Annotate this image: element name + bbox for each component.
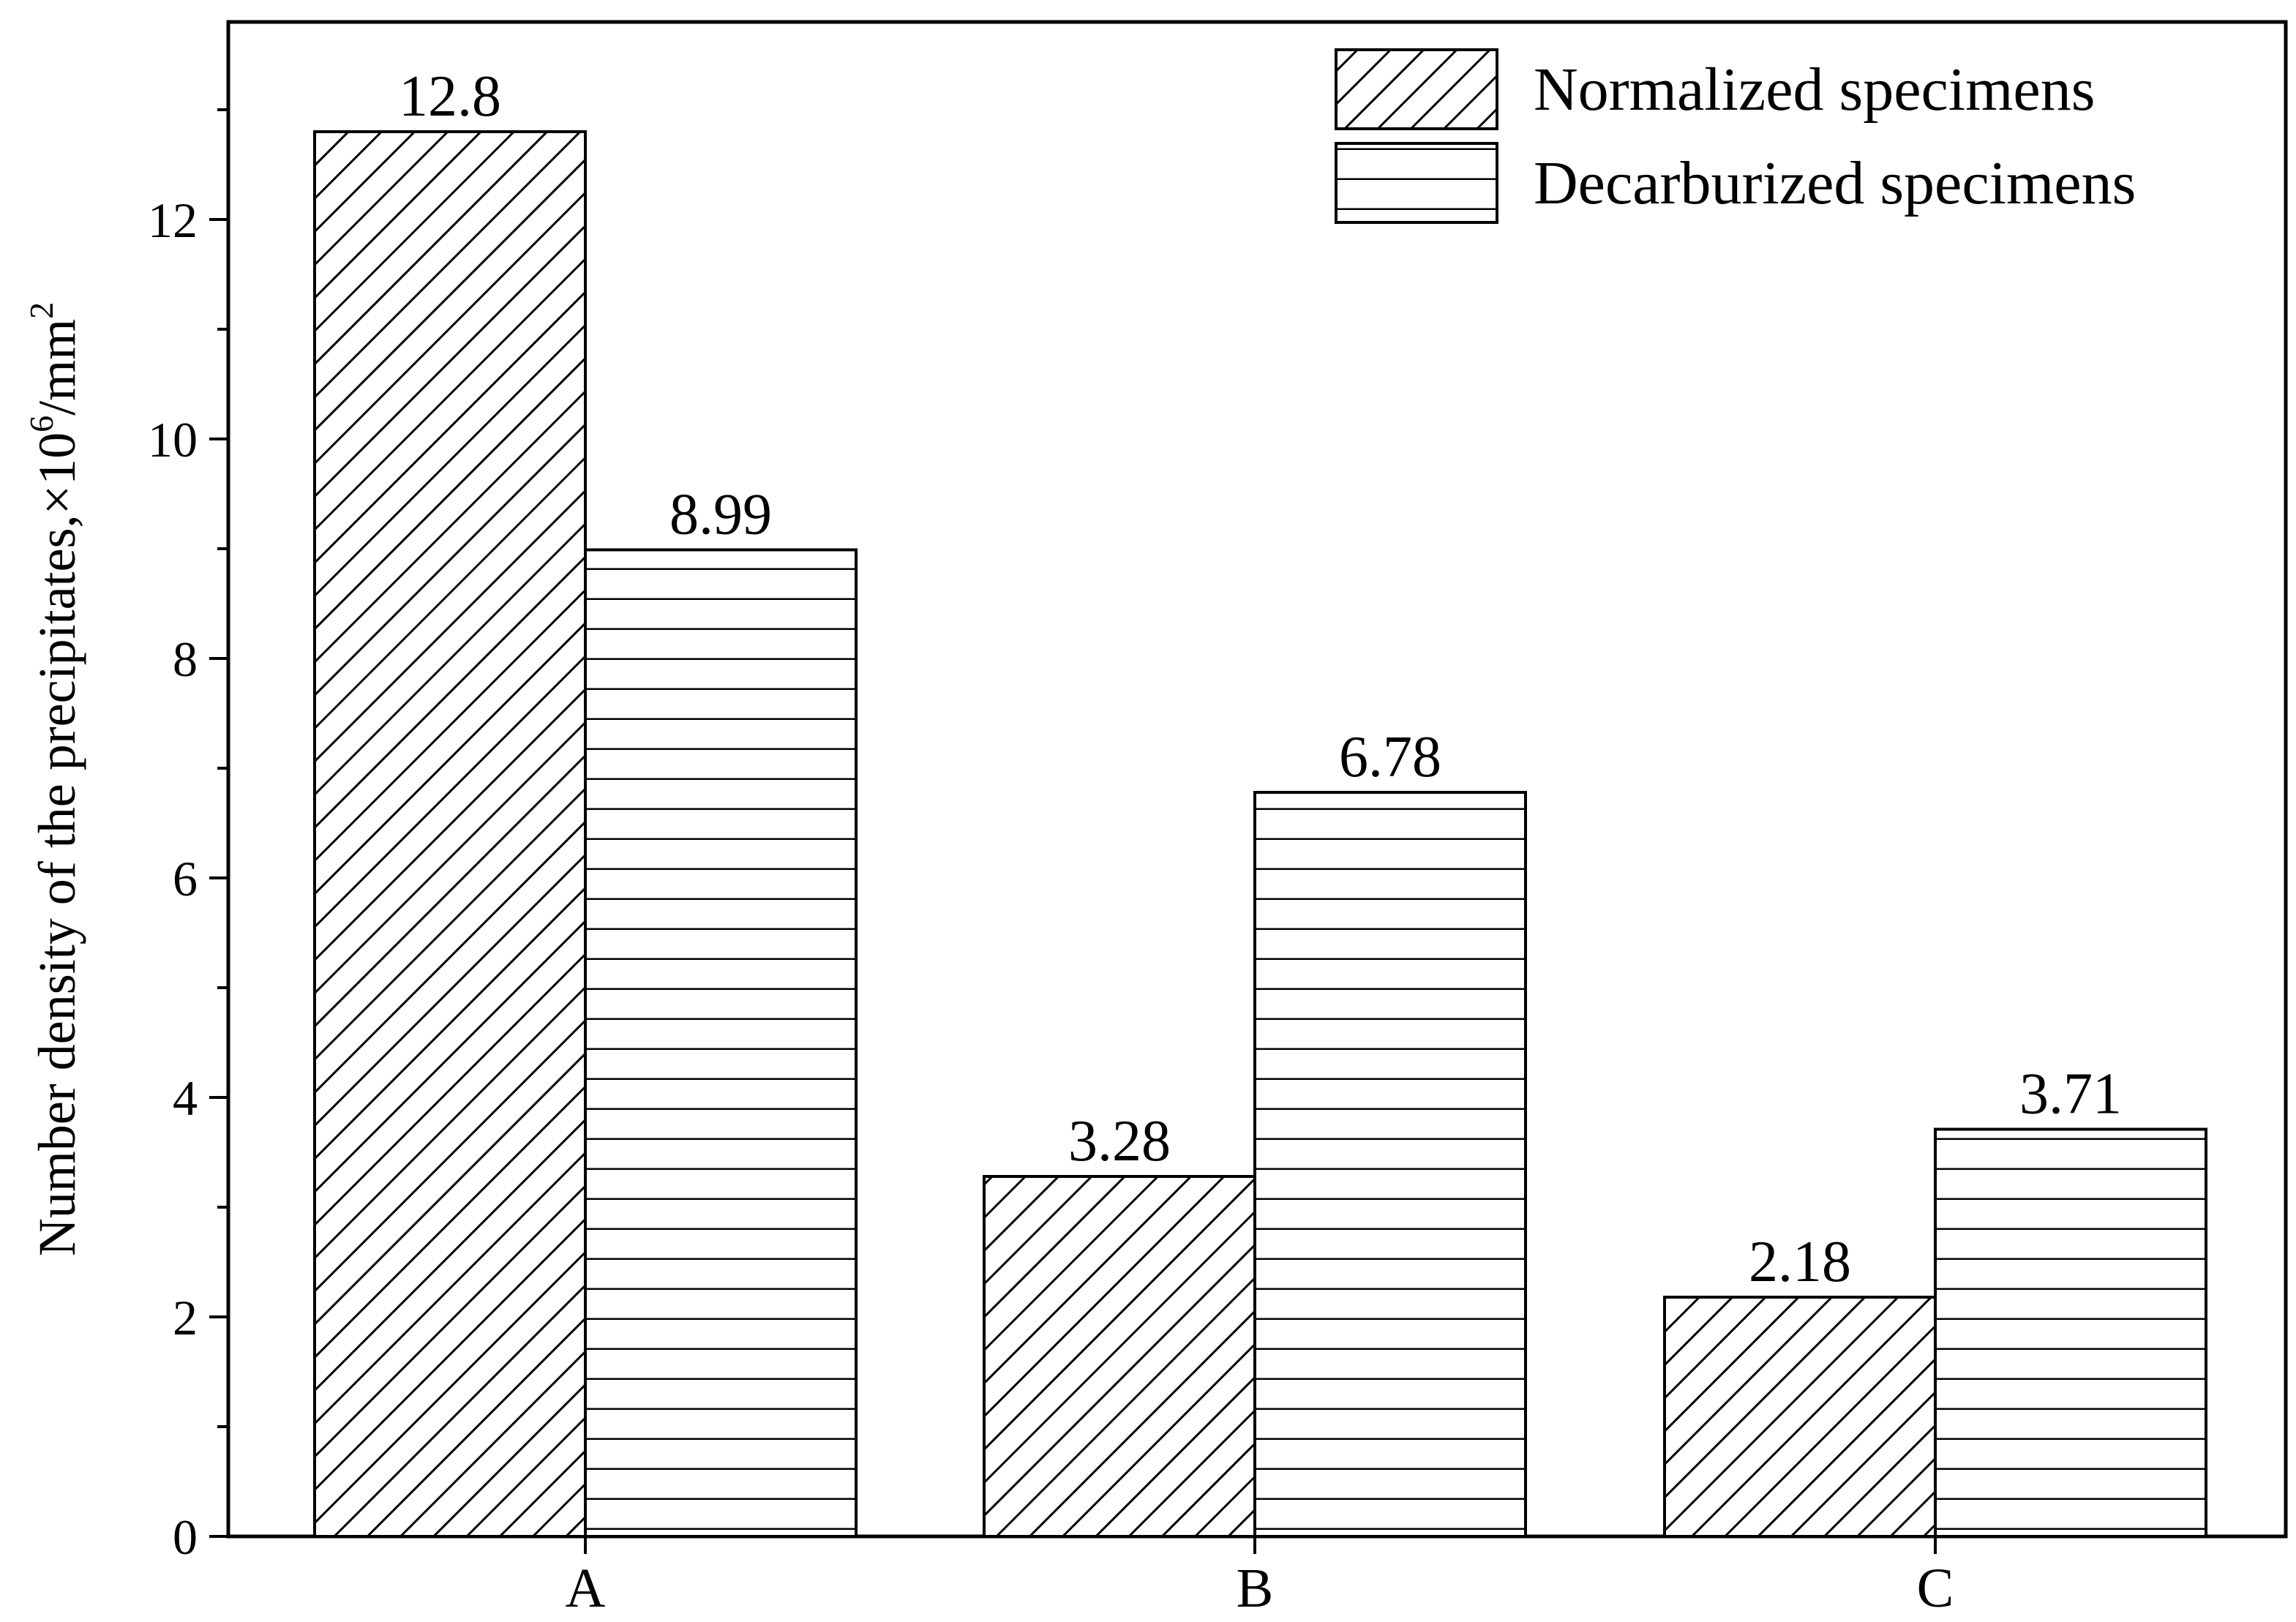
y-tick-label: 2 bbox=[173, 1290, 198, 1345]
x-axis-categories: A B C bbox=[566, 1536, 1954, 1619]
legend-swatch-series-1 bbox=[1335, 48, 1498, 130]
x-category-label-A: A bbox=[566, 1558, 606, 1619]
y-axis-title-sup1: 6 bbox=[23, 416, 60, 432]
y-tick-label: 12 bbox=[148, 192, 198, 248]
y-tick-label: 6 bbox=[173, 851, 198, 906]
data-label-B-series-2: 6.78 bbox=[1339, 725, 1441, 789]
bar-B-series-2 bbox=[1253, 791, 1527, 1538]
data-label-C-series-2: 3.71 bbox=[2019, 1062, 2122, 1127]
y-axis-title-unit: /mm bbox=[28, 319, 86, 416]
x-category-label-B: B bbox=[1237, 1558, 1274, 1619]
legend-label-series-1: Normalized specimens bbox=[1534, 56, 2095, 124]
legend: Normalized specimens Decarburized specime… bbox=[1335, 48, 2136, 224]
bar-A-series-2 bbox=[584, 548, 858, 1538]
y-tick-label: 4 bbox=[173, 1070, 198, 1126]
bar-C-series-2 bbox=[1934, 1127, 2207, 1538]
y-tick-label: 10 bbox=[148, 412, 198, 468]
legend-label-series-2: Decarburized specimens bbox=[1534, 149, 2136, 217]
data-labels: 12.8 8.99 3.28 6.78 2.18 3.71 bbox=[399, 64, 2122, 1294]
data-label-A-series-2: 8.99 bbox=[669, 483, 772, 547]
bars bbox=[313, 130, 2207, 1538]
data-label-C-series-1: 2.18 bbox=[1749, 1230, 1851, 1294]
legend-swatch-series-2 bbox=[1335, 142, 1498, 224]
bar-C-series-1 bbox=[1663, 1296, 1937, 1538]
y-tick-label: 0 bbox=[173, 1509, 198, 1565]
bar-A-series-1 bbox=[313, 130, 587, 1538]
y-axis-title-sup2: 2 bbox=[23, 302, 60, 319]
data-label-B-series-1: 3.28 bbox=[1068, 1109, 1171, 1174]
y-tick-label: 8 bbox=[173, 631, 198, 687]
y-axis-title: Number density of the precipitates,×106/… bbox=[23, 302, 86, 1256]
data-label-A-series-1: 12.8 bbox=[399, 64, 501, 129]
y-axis-ticks: 0 2 4 6 8 10 12 bbox=[148, 108, 228, 1565]
bar-B-series-1 bbox=[983, 1175, 1256, 1538]
y-axis-title-text: Number density of the precipitates,×10 bbox=[28, 432, 86, 1256]
x-category-label-C: C bbox=[1917, 1558, 1954, 1619]
